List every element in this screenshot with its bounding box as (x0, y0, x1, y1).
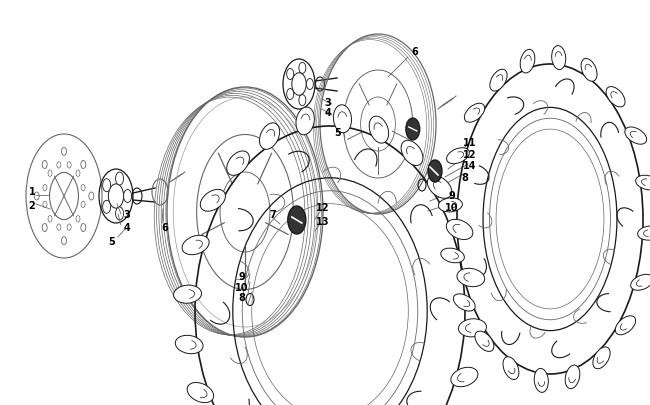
Ellipse shape (296, 108, 315, 136)
Ellipse shape (200, 190, 226, 212)
Ellipse shape (333, 106, 352, 133)
Text: 9: 9 (239, 271, 246, 281)
Ellipse shape (475, 331, 494, 352)
Ellipse shape (438, 198, 462, 212)
Text: 5: 5 (109, 237, 116, 246)
Ellipse shape (581, 60, 597, 82)
Ellipse shape (401, 141, 423, 166)
Ellipse shape (552, 47, 566, 70)
Text: 1: 1 (29, 187, 35, 196)
Ellipse shape (369, 117, 389, 144)
Ellipse shape (447, 220, 473, 240)
Ellipse shape (103, 179, 111, 192)
Text: 13: 13 (317, 216, 330, 226)
Ellipse shape (606, 87, 625, 108)
Ellipse shape (259, 124, 280, 150)
Ellipse shape (451, 367, 478, 387)
Ellipse shape (458, 319, 486, 337)
Ellipse shape (182, 236, 209, 255)
Ellipse shape (534, 369, 549, 392)
Text: 5: 5 (335, 128, 341, 138)
Ellipse shape (630, 275, 650, 290)
Text: 8: 8 (462, 173, 469, 183)
Ellipse shape (124, 190, 131, 203)
Ellipse shape (447, 148, 469, 164)
Ellipse shape (227, 151, 250, 176)
Text: 14: 14 (463, 161, 476, 171)
Ellipse shape (454, 294, 475, 311)
Ellipse shape (427, 176, 452, 199)
Ellipse shape (616, 316, 636, 335)
Text: 10: 10 (445, 202, 459, 213)
Text: 10: 10 (235, 282, 249, 292)
Text: 3: 3 (124, 209, 131, 220)
Ellipse shape (176, 335, 203, 354)
Ellipse shape (287, 89, 294, 100)
Text: 4: 4 (124, 222, 131, 232)
Text: 9: 9 (448, 190, 456, 200)
Ellipse shape (490, 70, 507, 92)
Text: 2: 2 (29, 200, 35, 211)
Text: 4: 4 (324, 108, 332, 118)
Ellipse shape (299, 63, 306, 74)
Ellipse shape (406, 119, 420, 141)
Ellipse shape (520, 50, 535, 74)
Ellipse shape (428, 161, 442, 183)
Text: 11: 11 (463, 138, 476, 148)
Ellipse shape (246, 294, 254, 306)
Ellipse shape (187, 383, 214, 403)
Ellipse shape (464, 104, 485, 123)
Text: 3: 3 (324, 98, 332, 108)
Ellipse shape (306, 79, 313, 90)
Text: 12: 12 (317, 202, 330, 213)
Ellipse shape (593, 347, 610, 369)
Ellipse shape (441, 249, 464, 263)
Ellipse shape (116, 173, 124, 185)
Ellipse shape (116, 207, 124, 220)
Ellipse shape (636, 176, 650, 190)
Ellipse shape (174, 286, 202, 303)
Text: 6: 6 (162, 222, 168, 232)
Ellipse shape (457, 269, 485, 287)
Text: 6: 6 (411, 47, 419, 57)
Ellipse shape (625, 128, 647, 145)
Ellipse shape (103, 201, 111, 214)
Ellipse shape (503, 357, 519, 379)
Ellipse shape (565, 365, 580, 389)
Ellipse shape (288, 207, 305, 234)
Ellipse shape (638, 226, 650, 241)
Ellipse shape (299, 96, 306, 107)
Text: 7: 7 (270, 209, 276, 220)
Text: 12: 12 (463, 149, 476, 160)
Ellipse shape (287, 69, 294, 80)
Text: 8: 8 (239, 292, 246, 302)
